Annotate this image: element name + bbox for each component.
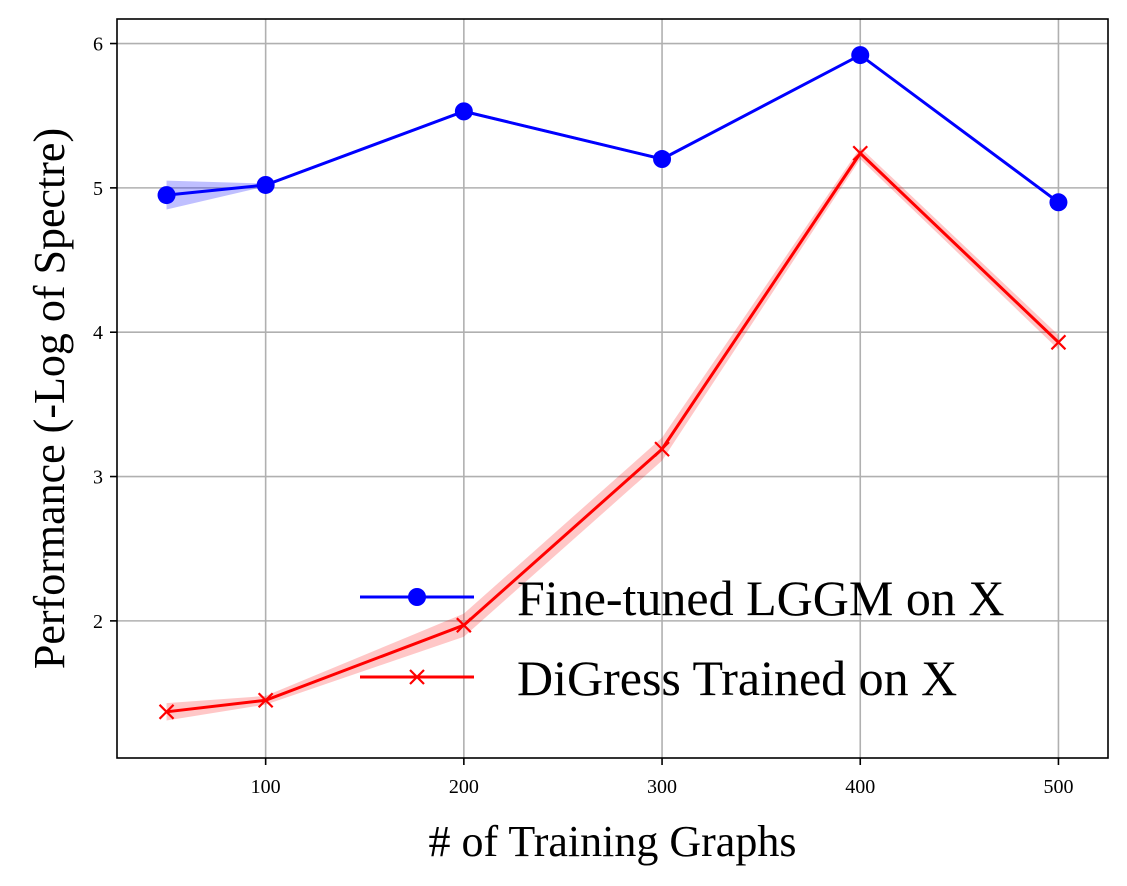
y-axis-title: Performance (-Log of Spectre)	[25, 128, 74, 669]
data-point	[851, 46, 870, 65]
data-point-stroke	[1050, 334, 1067, 351]
data-point-stroke	[654, 441, 670, 457]
data-point-stroke	[158, 704, 175, 720]
legend-marker	[409, 669, 425, 685]
x-tick-label: 500	[1043, 776, 1073, 798]
axis-ticks: 100 200 300 400 500 2 3 4 5 6	[93, 34, 1073, 798]
data-point	[1049, 193, 1068, 212]
y-tick-label: 3	[93, 467, 103, 489]
data-point-stroke	[456, 617, 472, 633]
data-point	[653, 150, 672, 169]
x-tick-label: 400	[845, 776, 875, 798]
y-tick-label: 4	[93, 322, 103, 344]
confidence-band	[166, 53, 1059, 210]
data-point	[256, 175, 275, 194]
data-point-stroke	[257, 692, 274, 709]
series-line	[166, 150, 1060, 714]
legend: Fine-tuned LGGM on X DiGress Trained on X	[360, 570, 1004, 706]
data-point	[157, 186, 176, 205]
y-tick-label: 6	[93, 34, 103, 56]
x-tick-label: 200	[449, 776, 479, 798]
data-point	[456, 617, 472, 633]
y-tick-label: 2	[93, 611, 103, 633]
data-point	[257, 692, 274, 709]
legend-marker	[408, 588, 426, 606]
series-line	[166, 53, 1060, 204]
confidence-band	[166, 147, 1059, 721]
y-tick-label: 5	[93, 178, 103, 200]
data-point	[454, 102, 473, 121]
data-point	[1050, 334, 1067, 351]
legend-label: Fine-tuned LGGM on X	[517, 570, 1004, 626]
series-lines	[157, 46, 1068, 720]
x-tick-label: 100	[251, 776, 281, 798]
legend-label: DiGress Trained on X	[517, 650, 957, 706]
plot-frame	[116, 18, 1109, 759]
data-point	[654, 441, 670, 457]
data-point	[852, 145, 869, 162]
data-point	[158, 704, 175, 720]
x-tick-label: 300	[647, 776, 677, 798]
legend-item: DiGress Trained on X	[360, 650, 957, 706]
x-axis-title: # of Training Graphs	[429, 817, 797, 866]
grid-lines	[117, 19, 1108, 758]
legend-item: Fine-tuned LGGM on X	[360, 570, 1004, 626]
data-point-stroke	[852, 145, 869, 162]
